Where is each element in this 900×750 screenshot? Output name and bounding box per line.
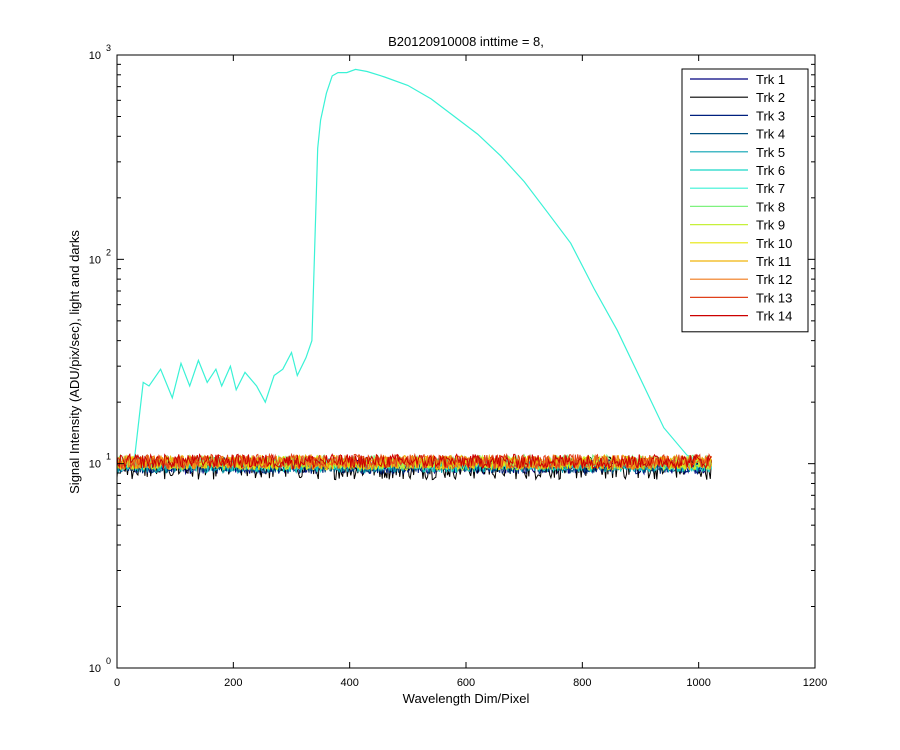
series-line-2	[117, 455, 712, 481]
y-tick-label: 10	[89, 50, 101, 62]
plot-area	[117, 68, 713, 481]
x-tick-label: 1000	[686, 677, 710, 689]
legend-entry-label: Trk 4	[756, 127, 785, 142]
series-line-7	[117, 68, 713, 465]
x-tick-label: 800	[573, 677, 591, 689]
x-tick-label: 400	[340, 677, 358, 689]
x-tick-label: 200	[224, 677, 242, 689]
legend-entry-label: Trk 5	[756, 145, 785, 160]
legend-entry-label: Trk 7	[756, 181, 785, 196]
legend-entry-label: Trk 14	[756, 309, 792, 324]
series-line-14	[117, 452, 712, 471]
y-axis-label: Signal Intensity (ADU/pix/sec), light an…	[67, 230, 82, 494]
y-tick-base: 10	[89, 50, 101, 62]
legend: Trk 1 Trk 2 Trk 3 Trk 4 Trk 5 Trk 6 Trk 7 Trk 8…	[681, 68, 809, 333]
x-tick-label: 0	[114, 677, 120, 689]
legend-entry-label: Trk 8	[756, 199, 785, 214]
y-tick-exponent: 1	[106, 452, 111, 462]
legend-entry-label: Trk 6	[756, 163, 785, 178]
legend-entry-label: Trk 2	[756, 90, 785, 105]
x-tick-label: 1200	[803, 677, 827, 689]
legend-entry-label: Trk 9	[756, 218, 785, 233]
y-tick-base: 10	[89, 459, 101, 471]
legend-entry-label: Trk 10	[756, 236, 792, 251]
y-tick-exponent: 0	[106, 656, 111, 666]
y-tick-exponent: 2	[106, 247, 111, 257]
legend-entry-label: Trk 12	[756, 272, 792, 287]
axis-ticks: 0 200 400 600 800 1000 1200 10 0 10 1 10 2 10 3	[89, 43, 827, 689]
legend-entry-label: Trk 3	[756, 108, 785, 123]
legend-entry-label: Trk 11	[756, 254, 791, 269]
legend-box	[681, 68, 809, 333]
x-axis-label: Wavelength Dim/Pixel	[403, 691, 530, 706]
y-tick-label: 10	[89, 254, 101, 266]
x-tick-label: 600	[457, 677, 475, 689]
chart-title: B20120910008 inttime = 8,	[388, 34, 544, 49]
legend-entry-label: Trk 1	[756, 72, 785, 87]
legend-entry-label: Trk 13	[756, 290, 792, 305]
y-tick-base: 10	[89, 663, 101, 675]
y-tick-label: 10	[89, 663, 101, 675]
y-tick-base: 10	[89, 254, 101, 266]
y-tick-label: 10	[89, 459, 101, 471]
y-tick-exponent: 3	[106, 43, 111, 53]
